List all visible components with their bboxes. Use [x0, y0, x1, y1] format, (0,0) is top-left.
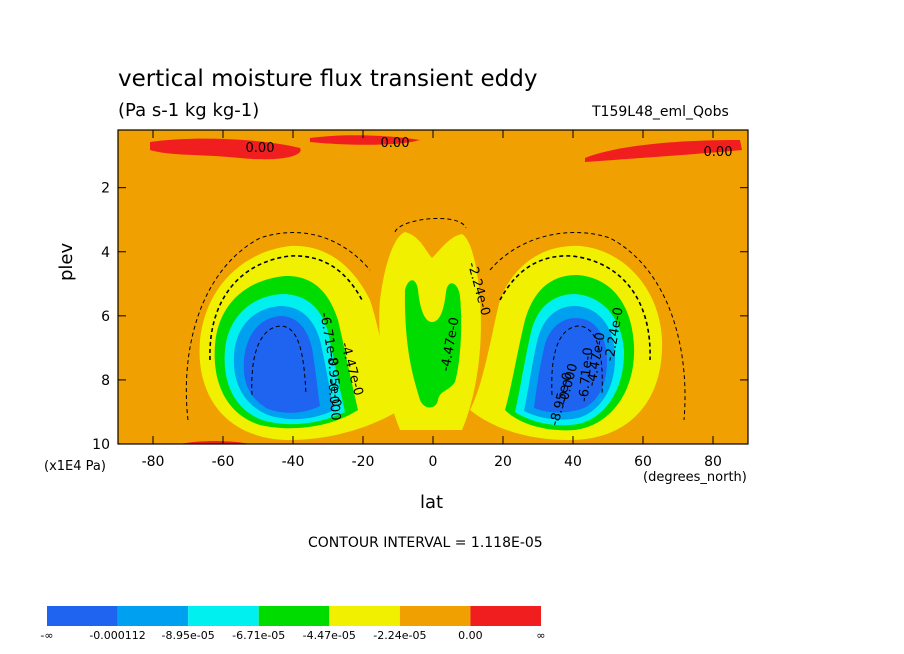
contour-label: 0.00	[704, 145, 733, 160]
left-lobe-blue	[243, 316, 320, 413]
x-tick-label: -80	[142, 454, 165, 470]
chart-subtitle: (Pa s-1 kg kg-1)	[118, 100, 260, 121]
contour-interval-label: CONTOUR INTERVAL = 1.118E-05	[308, 535, 543, 551]
colorbar-swatch	[47, 606, 118, 626]
contour-label: -6.71e-0	[577, 347, 597, 403]
contour-line-left-mid	[209, 255, 363, 361]
x-tick-label: 20	[494, 454, 512, 470]
contour-label: 0.00	[246, 141, 275, 156]
colorbar-label: -4.47e-05	[303, 629, 356, 642]
colorbar-swatch	[258, 606, 330, 626]
positive-region-top-left	[150, 138, 301, 160]
y-tick-label: 10	[92, 437, 110, 453]
x-axis-label: lat	[420, 492, 444, 513]
colorbar-swatch	[399, 606, 471, 626]
colorbar-label: -0.000112	[89, 629, 145, 642]
contour-label: -0.000	[324, 378, 343, 421]
colorbar-label: -2.24e-05	[373, 629, 426, 642]
contour-line-center-top	[394, 217, 467, 233]
contour-label: -8.95e-0	[324, 352, 344, 408]
contour-line-right-mid	[499, 255, 651, 361]
colorbar-swatch	[329, 606, 400, 626]
contour-label: 0.00	[381, 136, 410, 151]
y-axis-unit: (x1E4 Pa)	[44, 459, 106, 474]
x-tick-label: 80	[704, 454, 722, 470]
contour-line-right-inner	[551, 325, 603, 396]
y-tick-label: 2	[101, 181, 110, 197]
colorbar-swatch	[188, 606, 259, 626]
contour-fields	[118, 130, 748, 444]
contour-line-outer-left	[185, 232, 371, 421]
run-id-label: T159L48_eml_Qobs	[592, 104, 729, 120]
positive-region-bottom	[180, 441, 250, 444]
x-tick-label: 60	[634, 454, 652, 470]
positive-region-top-right	[585, 140, 742, 162]
y-axis-ticks: 2 4 6 8 10	[92, 181, 748, 453]
colorbar-label: 0.00	[458, 629, 483, 642]
x-axis-unit: (degrees_north)	[643, 470, 747, 485]
positive-region-top-mid	[310, 135, 420, 145]
colorbar-label: -8.95e-05	[162, 629, 215, 642]
colorbar-label: -6.71e-05	[232, 629, 285, 642]
x-tick-label: 0	[429, 454, 438, 470]
y-tick-label: 8	[101, 373, 110, 389]
x-tick-label: 40	[564, 454, 582, 470]
x-tick-label: -40	[282, 454, 305, 470]
y-tick-label: 6	[101, 309, 110, 325]
right-lobe-blue	[534, 318, 608, 413]
center-green	[404, 280, 462, 408]
x-axis-ticks: -80 -60 -40 -20 0 20 40 60 80	[142, 130, 722, 470]
y-tick-label: 4	[101, 245, 110, 261]
colorbar-swatch	[470, 606, 541, 626]
contour-line-left-inner	[251, 325, 307, 396]
x-tick-label: -60	[212, 454, 235, 470]
colorbar-label: -∞	[40, 629, 53, 642]
x-tick-label: -20	[352, 454, 375, 470]
colorbar-swatch	[117, 606, 189, 626]
contour-lines	[185, 217, 686, 421]
colorbar: -∞ -0.000112 -8.95e-05 -6.71e-05 -4.47e-05 -2…	[40, 606, 546, 642]
chart-title: vertical moisture flux transient eddy	[118, 66, 538, 92]
colorbar-label: ∞	[536, 629, 545, 642]
